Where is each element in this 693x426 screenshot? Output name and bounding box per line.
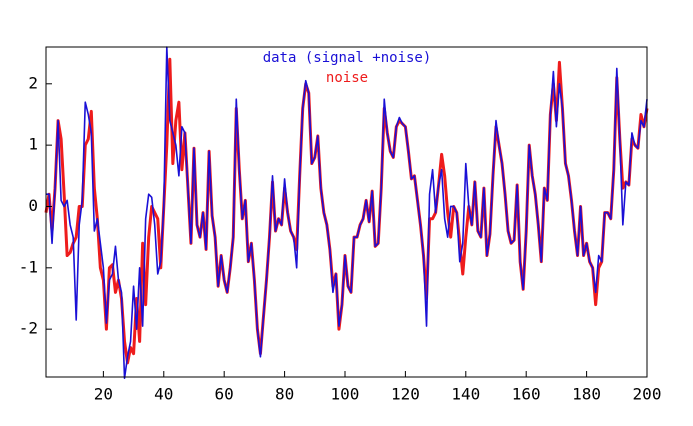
y-tick-label: 1 [28, 135, 38, 154]
x-tick-label: 160 [512, 385, 541, 404]
y-tick-label: -1 [19, 257, 38, 276]
x-tick-label: 100 [331, 385, 360, 404]
legend-label: noise [326, 70, 368, 86]
y-tick-label: -2 [19, 319, 38, 338]
x-tick-label: 180 [572, 385, 601, 404]
x-tick-label: 120 [391, 385, 420, 404]
y-tick-label: 0 [28, 196, 38, 215]
x-tick-label: 200 [633, 385, 662, 404]
x-tick-label: 80 [275, 385, 294, 404]
legend-label: data (signal +noise) [263, 50, 432, 66]
plot-area [44, 46, 649, 380]
x-tick-label: 140 [451, 385, 480, 404]
y-tick-label: 2 [28, 73, 38, 92]
x-tick-label: 60 [215, 385, 234, 404]
x-tick-label: 20 [94, 385, 113, 404]
axes-frame [45, 46, 648, 378]
series-line [46, 46, 648, 380]
x-tick-label: 40 [154, 385, 173, 404]
